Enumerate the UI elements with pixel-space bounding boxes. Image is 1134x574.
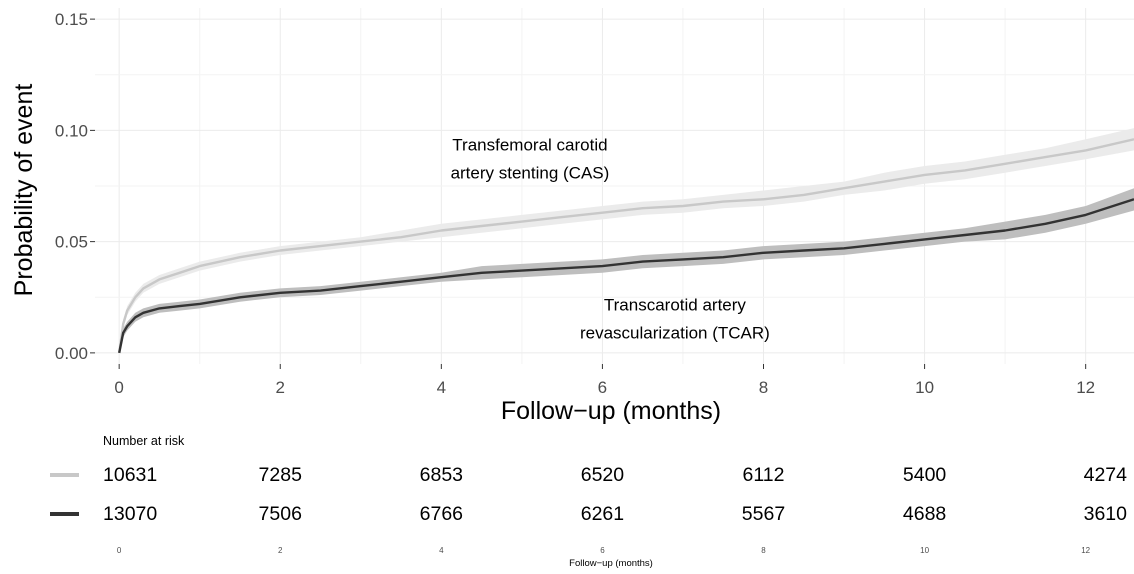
axis-ticks: 0.00 0.05 0.10 0.15 0 2 4 6 8 10 12	[55, 10, 1095, 397]
y-tick-label: 0.10	[55, 121, 88, 140]
series-line-tcar	[118, 198, 1134, 354]
risk-time-label: 10	[920, 546, 929, 555]
annotation-tcar: revascularization (TCAR)	[580, 324, 770, 343]
confidence-bands	[119, 128, 1134, 353]
x-tick-label: 0	[114, 378, 123, 397]
risk-table-x-label: Follow−up (months)	[569, 558, 653, 569]
annotation-cas: Transfemoral carotid	[452, 135, 607, 154]
y-tick-label: 0.00	[55, 344, 88, 363]
y-tick-label: 0.15	[55, 10, 88, 29]
annotations: Transfemoral carotid artery stenting (CAS…	[451, 135, 770, 342]
y-axis-label: Probability of event	[10, 84, 38, 297]
risk-count: 6766	[420, 503, 463, 525]
risk-count: 4688	[903, 503, 946, 525]
grid	[95, 8, 1134, 364]
risk-count: 4274	[1084, 464, 1128, 486]
risk-time-label: 12	[1081, 546, 1090, 555]
risk-time-label: 0	[117, 546, 122, 555]
x-tick-label: 8	[759, 378, 768, 397]
confidence-band-cas	[119, 128, 1134, 353]
x-axis-label: Follow−up (months)	[501, 397, 721, 425]
risk-count: 3610	[1084, 503, 1128, 525]
annotation-cas: artery stenting (CAS)	[451, 163, 610, 182]
risk-time-label: 4	[439, 546, 444, 555]
risk-time-label: 2	[278, 546, 283, 555]
x-tick-label: 12	[1076, 378, 1095, 397]
risk-count: 13070	[103, 503, 157, 525]
risk-count: 6853	[420, 464, 463, 486]
risk-time-label: 6	[600, 546, 605, 555]
y-tick-label: 0.05	[55, 233, 88, 252]
series-lines	[118, 138, 1134, 354]
series-line-cas	[118, 138, 1134, 354]
risk-count: 6261	[581, 503, 624, 525]
x-tick-label: 4	[437, 378, 446, 397]
risk-time-label: 8	[761, 546, 766, 555]
x-tick-label: 6	[598, 378, 607, 397]
risk-count: 5567	[742, 503, 785, 525]
risk-count: 6520	[581, 464, 625, 486]
risk-count: 7506	[259, 503, 302, 525]
risk-count: 7285	[259, 464, 303, 486]
risk-count: 10631	[103, 464, 157, 486]
x-tick-label: 2	[276, 378, 285, 397]
annotation-tcar: Transcarotid artery	[604, 296, 747, 315]
x-tick-label: 10	[915, 378, 934, 397]
risk-table-title: Number at risk	[103, 434, 185, 448]
risk-count: 5400	[903, 464, 947, 486]
risk-count: 6112	[743, 464, 785, 486]
risk-table: 10631 7285 6853 6520 6112 5400 4274 13070 7506 67…	[50, 464, 1127, 555]
